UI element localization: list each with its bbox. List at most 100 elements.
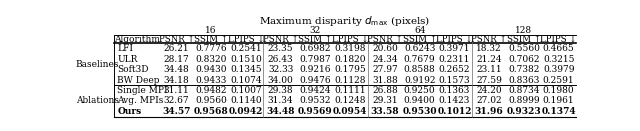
Text: 0.1363: 0.1363: [438, 86, 470, 95]
Text: 0.9482: 0.9482: [195, 86, 227, 95]
Text: LPIPS ↓: LPIPS ↓: [332, 35, 369, 44]
Text: 23.11: 23.11: [476, 65, 502, 74]
Text: 0.1980: 0.1980: [543, 86, 575, 95]
Text: Algorithm: Algorithm: [113, 35, 159, 44]
Text: 0.9323: 0.9323: [506, 107, 541, 116]
Text: 0.9476: 0.9476: [300, 75, 332, 84]
Text: 0.7679: 0.7679: [404, 55, 435, 64]
Text: 0.7062: 0.7062: [508, 55, 540, 64]
Text: 0.1074: 0.1074: [230, 75, 262, 84]
Text: 31.34: 31.34: [268, 96, 294, 105]
Text: 0.1248: 0.1248: [335, 96, 366, 105]
Text: 0.1423: 0.1423: [438, 96, 470, 105]
Text: 31.88: 31.88: [372, 75, 398, 84]
Text: PSNR ↑: PSNR ↑: [367, 35, 403, 44]
Text: 0.6982: 0.6982: [300, 44, 331, 53]
Text: 0.9569: 0.9569: [298, 107, 333, 116]
Text: 0.1374: 0.1374: [541, 107, 576, 116]
Text: 33.58: 33.58: [371, 107, 399, 116]
Text: 0.3971: 0.3971: [438, 44, 470, 53]
Text: 0.1140: 0.1140: [230, 96, 262, 105]
Text: 0.2652: 0.2652: [438, 65, 470, 74]
Text: 0.1345: 0.1345: [230, 65, 262, 74]
Text: 0.1573: 0.1573: [438, 75, 470, 84]
Text: 0.9216: 0.9216: [300, 65, 331, 74]
Text: Soft3D: Soft3D: [117, 65, 148, 74]
Text: 0.1510: 0.1510: [230, 55, 262, 64]
Text: 0.2311: 0.2311: [438, 55, 470, 64]
Text: PSNR ↑: PSNR ↑: [159, 35, 195, 44]
Text: Ours: Ours: [117, 107, 141, 116]
Text: 0.9568: 0.9568: [194, 107, 228, 116]
Text: 31.96: 31.96: [475, 107, 504, 116]
Text: 34.00: 34.00: [268, 75, 294, 84]
Text: 0.6243: 0.6243: [404, 44, 435, 53]
Text: 34.57: 34.57: [162, 107, 191, 116]
Text: 0.0954: 0.0954: [333, 107, 367, 116]
Text: 0.9192: 0.9192: [404, 75, 435, 84]
Text: 34.18: 34.18: [164, 75, 189, 84]
Text: 29.38: 29.38: [268, 86, 294, 95]
Text: 0.9250: 0.9250: [404, 86, 435, 95]
Text: LFI: LFI: [117, 44, 133, 53]
Text: 34.48: 34.48: [266, 107, 295, 116]
Text: 0.9560: 0.9560: [195, 96, 227, 105]
Text: 0.9424: 0.9424: [300, 86, 331, 95]
Text: BW Deep: BW Deep: [117, 75, 160, 84]
Text: 27.97: 27.97: [372, 65, 398, 74]
Text: 20.60: 20.60: [372, 44, 398, 53]
Text: LPIPS ↓: LPIPS ↓: [436, 35, 473, 44]
Text: 34.48: 34.48: [164, 65, 189, 74]
Text: 0.1795: 0.1795: [334, 65, 366, 74]
Text: 0.7382: 0.7382: [508, 65, 540, 74]
Text: 0.8588: 0.8588: [404, 65, 435, 74]
Text: SSIM ↑: SSIM ↑: [298, 35, 332, 44]
Text: SSIM ↑: SSIM ↑: [194, 35, 228, 44]
Text: 0.1820: 0.1820: [335, 55, 366, 64]
Text: 26.88: 26.88: [372, 86, 398, 95]
Text: 0.4665: 0.4665: [543, 44, 575, 53]
Text: 0.2591: 0.2591: [543, 75, 575, 84]
Text: 24.20: 24.20: [476, 86, 502, 95]
Text: 64: 64: [414, 26, 426, 35]
Text: Avg. MPIs: Avg. MPIs: [117, 96, 164, 105]
Text: 0.5560: 0.5560: [508, 44, 540, 53]
Text: 23.35: 23.35: [268, 44, 294, 53]
Text: 0.1007: 0.1007: [230, 86, 262, 95]
Text: PSNR ↑: PSNR ↑: [263, 35, 298, 44]
Text: 128: 128: [515, 26, 532, 35]
Text: ULR: ULR: [117, 55, 138, 64]
Text: Single MPI: Single MPI: [117, 86, 168, 95]
Text: 0.1961: 0.1961: [543, 96, 575, 105]
Text: Baselines: Baselines: [76, 60, 119, 69]
Text: SSIM ↑: SSIM ↑: [507, 35, 541, 44]
Text: 0.8363: 0.8363: [508, 75, 540, 84]
Text: 32: 32: [310, 26, 321, 35]
Text: 0.9430: 0.9430: [195, 65, 227, 74]
Text: 0.9530: 0.9530: [403, 107, 437, 116]
Text: SSIM ↑: SSIM ↑: [403, 35, 436, 44]
Text: 27.02: 27.02: [476, 96, 502, 105]
Text: 0.8999: 0.8999: [508, 96, 540, 105]
Text: 0.8320: 0.8320: [195, 55, 227, 64]
Text: 0.3198: 0.3198: [335, 44, 366, 53]
Text: 0.9433: 0.9433: [195, 75, 227, 84]
Text: 0.7987: 0.7987: [300, 55, 332, 64]
Text: 0.9400: 0.9400: [404, 96, 435, 105]
Text: 0.7776: 0.7776: [195, 44, 227, 53]
Text: 0.1111: 0.1111: [334, 86, 366, 95]
Text: 26.21: 26.21: [164, 44, 189, 53]
Text: 0.3215: 0.3215: [543, 55, 574, 64]
Text: 0.2541: 0.2541: [230, 44, 262, 53]
Text: 21.24: 21.24: [476, 55, 502, 64]
Text: 28.17: 28.17: [164, 55, 189, 64]
Text: Ablations: Ablations: [76, 96, 118, 105]
Text: PSNR ↑: PSNR ↑: [471, 35, 507, 44]
Text: 0.3979: 0.3979: [543, 65, 574, 74]
Text: LPIPS ↓: LPIPS ↓: [540, 35, 577, 44]
Text: 31.11: 31.11: [164, 86, 189, 95]
Text: 16: 16: [205, 26, 217, 35]
Text: 32.67: 32.67: [164, 96, 189, 105]
Text: LPIPS ↓: LPIPS ↓: [228, 35, 264, 44]
Text: 0.9532: 0.9532: [300, 96, 331, 105]
